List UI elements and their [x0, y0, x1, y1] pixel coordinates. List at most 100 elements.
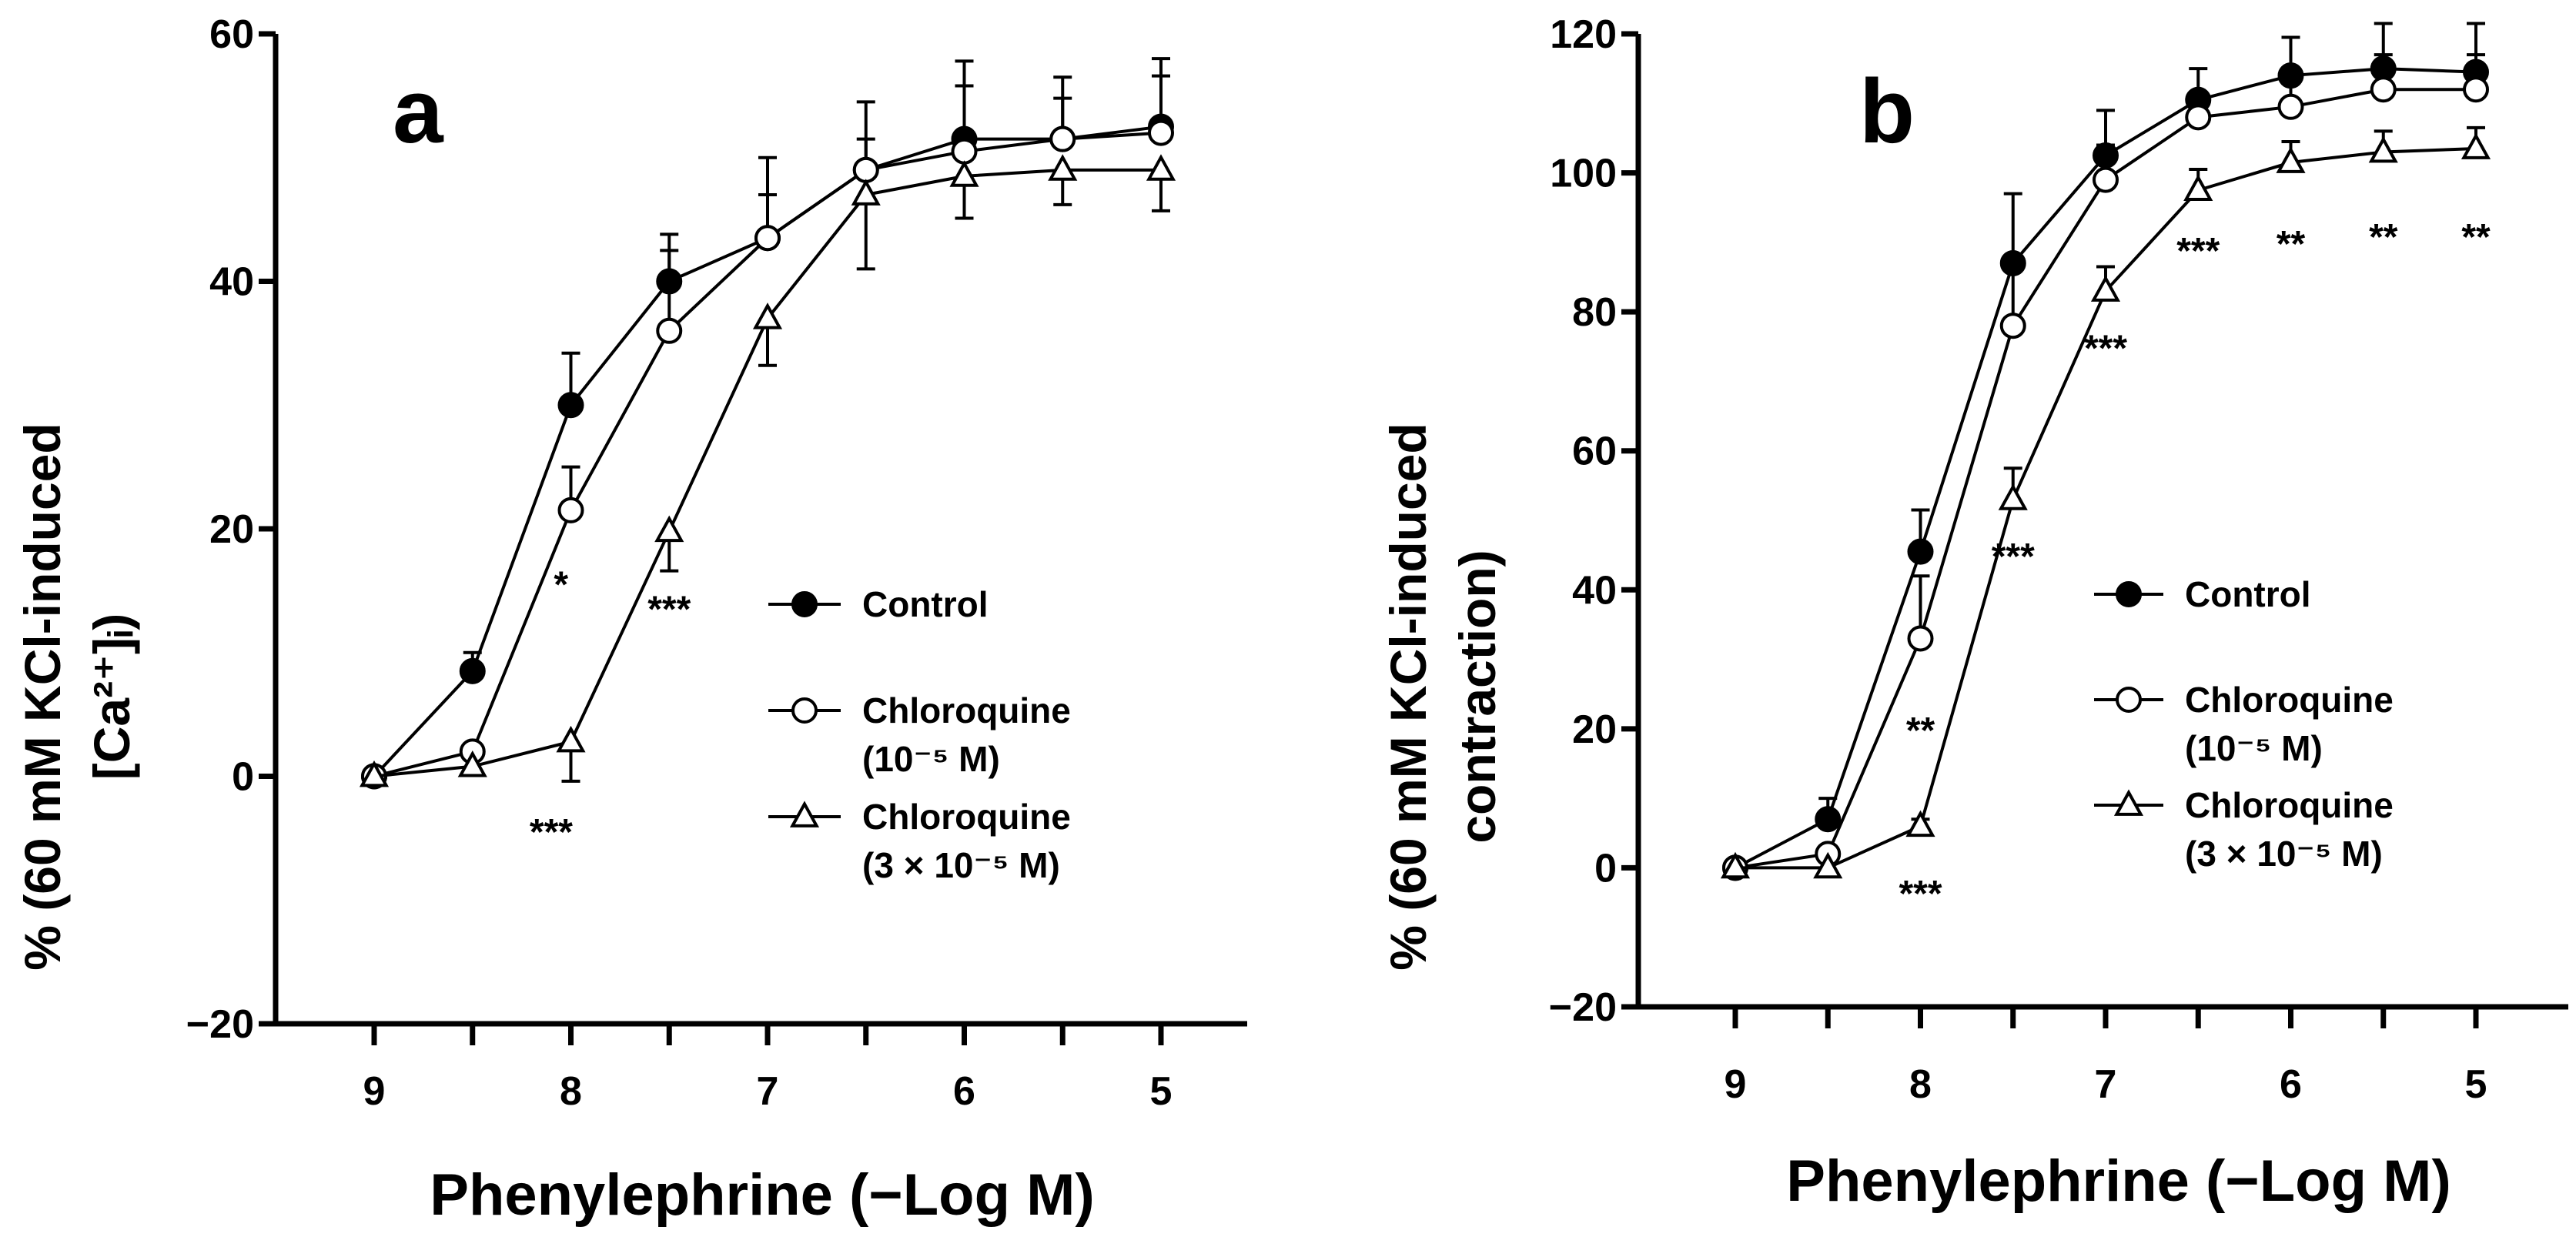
- data-point: [1998, 483, 2028, 510]
- data-point: [2463, 76, 2489, 103]
- data-point: [2276, 146, 2306, 173]
- x-tick-label: 7: [2095, 1062, 2117, 1107]
- chart-panel-a: −20 0 20 40 60 9 8 7 6 5 Phenylephrine (−Log M) % (…: [14, 12, 1247, 1228]
- series-line: [1735, 88, 2476, 870]
- significance-label: **: [1906, 710, 1935, 751]
- x-tick-label: 9: [1725, 1062, 1747, 1107]
- legend-label: Chloroquine: [2185, 680, 2394, 720]
- y-tick-label: 0: [232, 755, 254, 800]
- data-point: [2185, 104, 2212, 131]
- data-point: [1999, 313, 2026, 339]
- y-tick-label: 100: [1550, 152, 1617, 196]
- data-point: [557, 392, 584, 419]
- panel-label: b: [1859, 61, 1915, 162]
- data-point: [557, 496, 584, 523]
- legend-label-sub: (3 × 10⁻⁵ M): [2185, 834, 2383, 874]
- legend-marker: [2113, 789, 2144, 816]
- y-axis-label-line2: [Ca²⁺]ᵢ): [83, 613, 140, 780]
- x-tick-label: 6: [953, 1069, 975, 1114]
- y-axis-label-line1: % (60 mM KCl-induced: [1380, 423, 1437, 970]
- x-axis-label: Phenylephrine (−Log M): [430, 1162, 1095, 1228]
- legend: Control Chloroquine (10⁻⁵ M) Chloroquine (3 …: [2094, 574, 2394, 874]
- significance-label: **: [2277, 224, 2306, 265]
- series-line: [1735, 146, 2477, 870]
- data-point: [2090, 275, 2121, 302]
- significance-label: ***: [1992, 537, 2035, 577]
- y-tick-label: −20: [186, 1002, 254, 1047]
- legend-marker: [2116, 581, 2142, 607]
- data-point: [2277, 93, 2304, 120]
- data-point: [654, 515, 684, 543]
- y-tick-label: 60: [1572, 430, 1617, 474]
- legend-label: Control: [2185, 574, 2311, 614]
- legend-label: Chloroquine: [2185, 785, 2394, 825]
- x-tick-label: 5: [1150, 1069, 1173, 1114]
- x-tick-label: 7: [757, 1069, 779, 1114]
- y-tick-label: 120: [1550, 12, 1617, 57]
- legend: Control Chloroquine (10⁻⁵ M) Chloroquine (3 …: [768, 584, 1071, 885]
- data-point: [2370, 76, 2397, 103]
- y-tick-label: 0: [1594, 846, 1617, 891]
- x-tick-label: 8: [1909, 1062, 1932, 1107]
- series-2: [359, 154, 1176, 787]
- legend-label-sub: (10⁻⁵ M): [2185, 728, 2323, 768]
- legend-marker: [2116, 687, 2142, 713]
- data-point: [457, 751, 487, 777]
- data-point: [2368, 135, 2398, 163]
- chart-panel-b: −20 0 20 40 60 80 100 120 9 8 7 6 5 Phenylephrine (−L…: [1380, 12, 2568, 1214]
- y-axis-label-line2: contraction): [1449, 550, 1506, 843]
- data-point: [752, 303, 783, 329]
- data-point: [2093, 166, 2119, 193]
- data-point: [359, 760, 390, 787]
- data-point: [852, 156, 879, 183]
- significance-label: ***: [2084, 328, 2127, 369]
- data-point: [656, 317, 683, 344]
- series-line: [373, 168, 1161, 778]
- y-tick-label: 80: [1572, 290, 1617, 335]
- panel-label: a: [393, 61, 444, 162]
- significance-label: **: [2461, 217, 2491, 258]
- y-tick-label: 60: [209, 12, 254, 57]
- data-point: [851, 179, 881, 206]
- significance-label: ***: [2176, 231, 2220, 272]
- data-point: [1907, 625, 1934, 652]
- data-point: [2461, 132, 2491, 159]
- series-2: [1720, 125, 2491, 879]
- x-tick-label: 9: [363, 1069, 386, 1114]
- legend-label: Chloroquine: [862, 690, 1071, 730]
- legend-label: Chloroquine: [862, 797, 1071, 837]
- x-tick-label: 8: [560, 1069, 582, 1114]
- significance-label: ***: [647, 590, 691, 630]
- data-point: [1905, 810, 1935, 837]
- significance-label: ***: [530, 812, 573, 853]
- y-axis-label-line1: % (60 mM KCl-induced: [14, 423, 71, 970]
- y-tick-label: 20: [1572, 707, 1617, 752]
- legend-marker: [791, 591, 818, 617]
- x-tick-label: 6: [2280, 1062, 2302, 1107]
- data-point: [1048, 154, 1078, 181]
- data-point: [1146, 154, 1176, 181]
- y-tick-label: 40: [1572, 568, 1617, 613]
- data-point: [951, 138, 978, 165]
- data-point: [1720, 851, 1751, 879]
- legend-label: Control: [862, 584, 989, 624]
- data-point: [754, 225, 781, 252]
- data-point: [556, 725, 586, 753]
- legend-marker: [791, 697, 818, 724]
- data-point: [1815, 806, 1842, 833]
- x-tick-label: 5: [2465, 1062, 2487, 1107]
- data-point: [2183, 174, 2213, 202]
- data-point: [1813, 851, 1843, 879]
- significance-label: ***: [1899, 874, 1942, 914]
- data-point: [1148, 119, 1174, 146]
- data-point: [949, 160, 979, 187]
- x-axis-label: Phenylephrine (−Log M): [1786, 1148, 2451, 1214]
- legend-marker: [789, 801, 820, 827]
- legend-label-sub: (10⁻⁵ M): [862, 739, 1000, 779]
- series-1: [1722, 53, 2489, 881]
- data-point: [1907, 538, 1934, 565]
- y-tick-label: 20: [209, 507, 254, 552]
- data-point: [459, 657, 486, 684]
- data-point: [1049, 125, 1076, 152]
